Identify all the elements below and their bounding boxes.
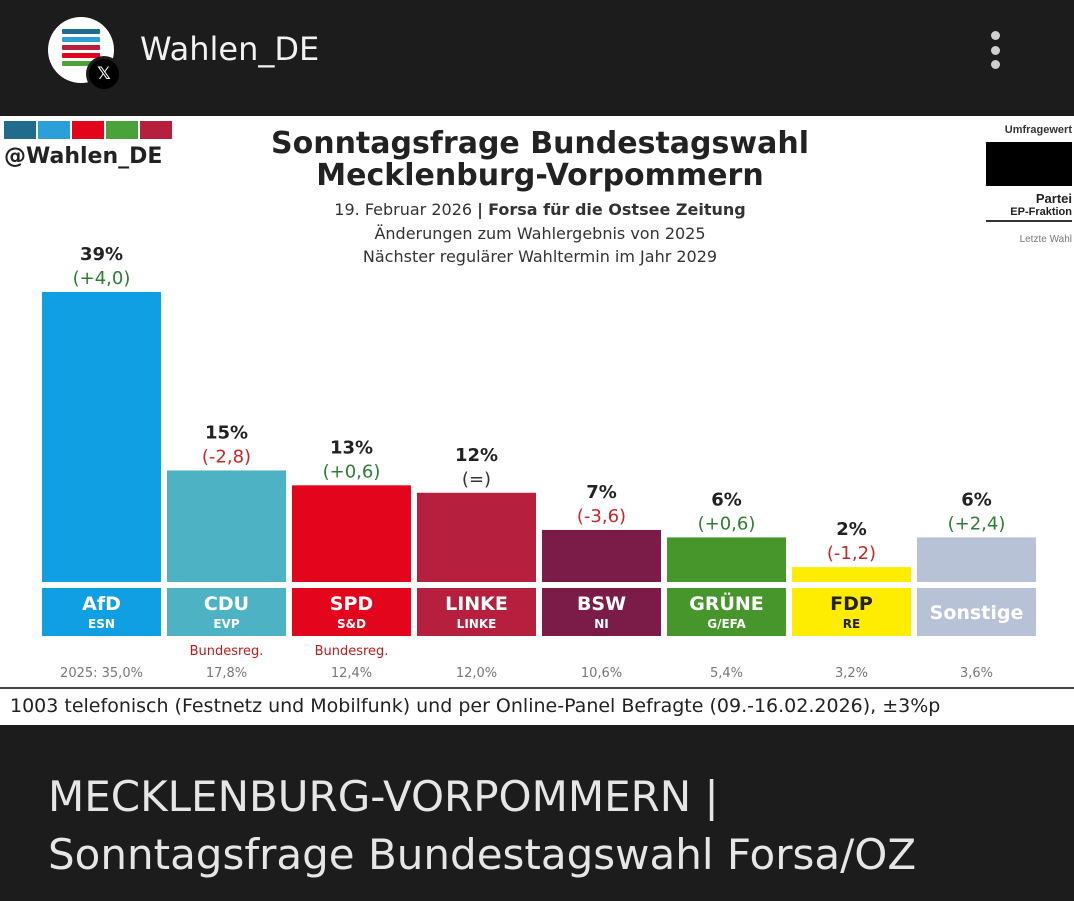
caption-line1: MECKLENBURG-VORPOMMERN | bbox=[48, 772, 719, 821]
logo-bar bbox=[38, 121, 70, 139]
last-election-value: 10,6% bbox=[581, 666, 622, 681]
government-label: Bundesreg. bbox=[315, 644, 389, 659]
value-label: 13% bbox=[330, 437, 373, 458]
party-name: GRÜNE bbox=[689, 591, 764, 615]
party-name: BSW bbox=[577, 593, 626, 615]
party-name: LINKE bbox=[445, 593, 508, 615]
caption-line2: Sonntagsfrage Bundestagswahl Forsa/OZ bbox=[48, 830, 917, 879]
legend-last-label: Letzte Wahl bbox=[1019, 234, 1072, 245]
wahlen-de-color-logo bbox=[4, 121, 172, 139]
chart-next-election: Nächster regulärer Wahltermin im Jahr 20… bbox=[362, 247, 718, 266]
wahlen-de-logo-icon bbox=[62, 29, 100, 71]
change-label: (+0,6) bbox=[323, 461, 381, 482]
ep-group: RE bbox=[843, 617, 860, 631]
government-label: Bundesreg. bbox=[190, 644, 264, 659]
party-name: CDU bbox=[204, 593, 249, 615]
chart-date: 19. Februar 2026 bbox=[334, 200, 473, 219]
last-election-value: 3,2% bbox=[835, 666, 868, 681]
value-label: 6% bbox=[961, 489, 992, 510]
bar-grüne bbox=[667, 537, 786, 582]
bar-spd bbox=[292, 485, 411, 582]
chart-image[interactable]: @Wahlen_DE Sonntagsfrage Bundestagswahl … bbox=[0, 116, 1074, 725]
chart-institute: Forsa für die Ostsee Zeitung bbox=[488, 200, 746, 219]
change-label: (=) bbox=[462, 469, 491, 490]
last-election-value: 2025: 35,0% bbox=[60, 666, 143, 681]
logo-bar bbox=[140, 121, 172, 139]
legend-divider bbox=[986, 220, 1072, 222]
ep-group: S&D bbox=[337, 617, 366, 631]
change-label: (+2,4) bbox=[948, 513, 1006, 534]
legend-party-label: Partei bbox=[1035, 191, 1072, 206]
party-label-box bbox=[292, 588, 411, 636]
bar-fdp bbox=[792, 567, 911, 582]
party-name: FDP bbox=[830, 593, 873, 615]
ep-group: ESN bbox=[88, 617, 115, 631]
party-label-box bbox=[42, 588, 161, 636]
last-election-value: 12,0% bbox=[456, 666, 497, 681]
value-label: 12% bbox=[455, 445, 498, 466]
bar-bsw bbox=[542, 529, 661, 582]
more-vertical-icon[interactable] bbox=[978, 28, 1012, 72]
bar-afd bbox=[42, 292, 161, 582]
value-label: 2% bbox=[836, 519, 867, 540]
bar-sonstige bbox=[917, 537, 1036, 582]
logo-bar bbox=[106, 121, 138, 139]
party-name: SPD bbox=[330, 593, 373, 615]
value-label: 15% bbox=[205, 422, 248, 443]
ep-group: LINKE bbox=[457, 617, 497, 631]
chart-handle: @Wahlen_DE bbox=[4, 144, 163, 169]
logo-bar bbox=[4, 121, 36, 139]
party-name: AfD bbox=[82, 593, 121, 615]
avatar[interactable] bbox=[48, 17, 114, 83]
party-label-box bbox=[667, 588, 786, 636]
ep-group: NI bbox=[594, 617, 609, 631]
bar-chart: 39% (+4,0) AfD ESN 2025: 35,0% 15% (-2,8) CDU EV… bbox=[42, 244, 1036, 681]
party-name: Sonstige bbox=[930, 602, 1024, 624]
chart-legend: Umfragewert Partei EP-Fraktion Letzte Wa… bbox=[986, 124, 1072, 245]
party-label-box bbox=[167, 588, 286, 636]
ep-group: G/EFA bbox=[707, 617, 746, 631]
ep-group: EVP bbox=[213, 617, 239, 631]
footnote-divider bbox=[0, 687, 1074, 689]
party-label-box bbox=[917, 588, 1036, 636]
change-label: (-3,6) bbox=[577, 506, 626, 527]
legend-swatch bbox=[986, 142, 1072, 186]
last-election-value: 12,4% bbox=[331, 666, 372, 681]
chart-title-line2: Mecklenburg-Vorpommern bbox=[316, 158, 764, 193]
change-label: (+0,6) bbox=[698, 513, 756, 534]
chart-date-line: 19. Februar 2026 | Forsa für die Ostsee … bbox=[240, 200, 840, 219]
logo-bar bbox=[72, 121, 104, 139]
chart-title: Sonntagsfrage Bundestagswahl Mecklenburg… bbox=[240, 128, 840, 192]
value-label: 6% bbox=[711, 489, 742, 510]
chart-title-line1: Sonntagsfrage Bundestagswahl bbox=[271, 126, 809, 161]
last-election-value: 3,6% bbox=[960, 666, 993, 681]
post-caption: MECKLENBURG-VORPOMMERN | Sonntagsfrage B… bbox=[48, 768, 1048, 884]
change-label: (-2,8) bbox=[202, 446, 251, 467]
chart-changes-note: Änderungen zum Wahlergebnis von 2025 bbox=[374, 224, 706, 243]
change-label: (+4,0) bbox=[73, 268, 131, 289]
x-logo-icon: 𝕏 bbox=[86, 56, 122, 92]
chart-separator: | bbox=[477, 200, 483, 219]
value-label: 7% bbox=[586, 482, 617, 503]
last-election-value: 5,4% bbox=[710, 666, 743, 681]
value-label: 39% bbox=[80, 244, 123, 265]
chart-footnote: 1003 telefonisch (Festnetz und Mobilfunk… bbox=[10, 695, 941, 717]
last-election-value: 17,8% bbox=[206, 666, 247, 681]
account-name[interactable]: Wahlen_DE bbox=[140, 30, 320, 68]
party-label-box bbox=[417, 588, 536, 636]
bar-cdu bbox=[167, 470, 286, 582]
party-label-box bbox=[542, 588, 661, 636]
legend-group-label: EP-Fraktion bbox=[1010, 206, 1072, 218]
post-header: 𝕏 Wahlen_DE bbox=[0, 0, 1074, 112]
party-label-box bbox=[792, 588, 911, 636]
bar-linke bbox=[417, 492, 536, 582]
legend-value-label: Umfragewert bbox=[1004, 124, 1072, 136]
change-label: (-1,2) bbox=[827, 543, 876, 564]
